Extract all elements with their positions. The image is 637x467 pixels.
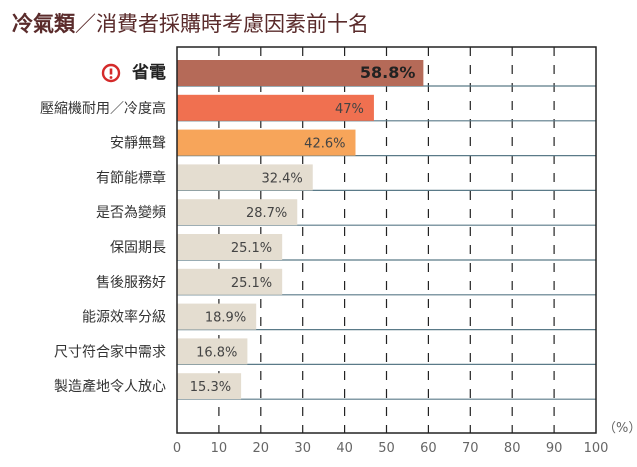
x-tick-label: 50 [378,441,395,456]
bar [177,373,242,400]
value-label: 16.8% [196,345,237,360]
value-label: 15.3% [190,380,231,395]
category-label: 能源效率分級 [82,309,166,326]
category-label: 有節能標章 [96,169,166,186]
exclamation-circle-icon [101,63,121,83]
bar [177,60,424,86]
exclamation-dot [109,76,113,79]
x-tick-label: 60 [420,441,437,456]
category-label: 售後服務好 [96,275,166,291]
bar [177,164,313,191]
category-label: 尺寸符合家中需求 [54,343,166,360]
title-category: 冷氣類 [12,12,75,36]
x-tick-label: 80 [504,441,521,456]
value-label: 28.7% [246,206,287,221]
title-text: 消費者採購時考慮因素前十名 [96,12,369,36]
chart-title: 冷氣類／消費者採購時考慮因素前十名 [12,8,369,38]
value-label: 25.1% [231,241,272,256]
bar [177,338,248,365]
value-label: 18.9% [205,311,246,326]
value-label: 42.6% [304,137,345,152]
x-tick-label: 30 [294,441,311,456]
category-label: 是否為變頻 [96,205,166,221]
bar [177,303,257,330]
bar [177,234,283,260]
value-label: 47% [335,102,364,117]
value-label: 58.8% [360,63,416,82]
bar [177,94,374,121]
plot-frame [176,46,597,434]
title-slash: ／ [75,12,96,36]
category-label: 製造產地令人放心 [54,378,166,395]
x-tick-label: 0 [173,441,181,456]
bar [177,199,298,226]
x-tick-label: 10 [211,441,228,456]
bar [177,129,356,156]
value-label: 25.1% [231,276,272,291]
category-label: 保固期長 [110,240,166,256]
unit-label: （%） [603,421,637,436]
x-tick-label: 20 [253,441,270,456]
value-label: 32.4% [261,171,302,186]
category-label: 安靜無聲 [110,135,166,152]
category-label: 省電 [131,62,166,83]
x-tick-label: 90 [546,441,563,456]
x-tick-label: 70 [462,441,479,456]
bar [177,268,283,295]
x-tick-label: 40 [336,441,353,456]
x-tick-label: 100 [584,441,609,456]
category-label: 壓縮機耐用／冷度高 [40,100,166,117]
